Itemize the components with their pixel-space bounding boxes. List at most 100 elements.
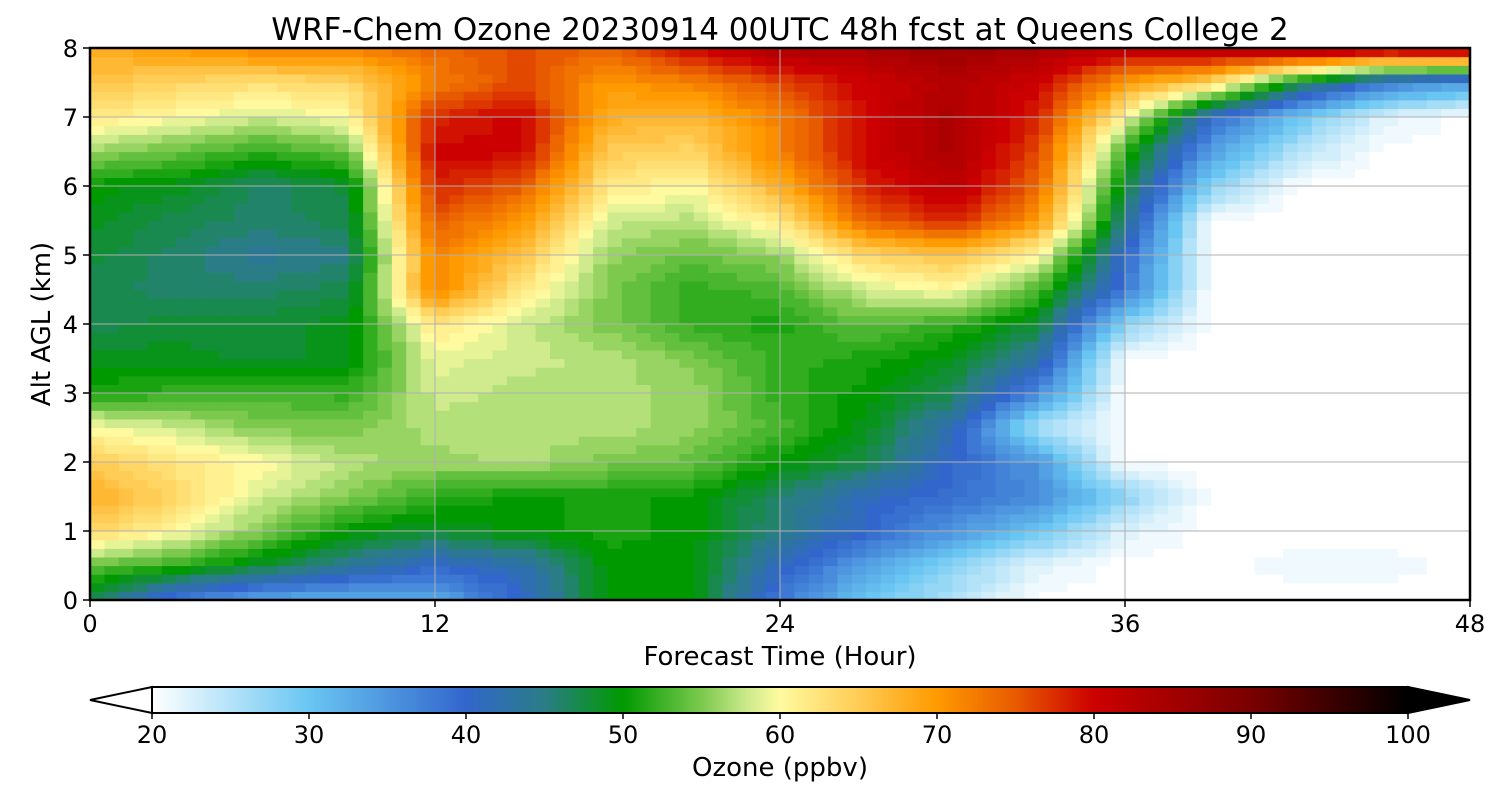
contour-cell: [1383, 186, 1399, 196]
contour-cell: [1283, 470, 1299, 480]
contour-cell: [823, 556, 839, 567]
contour-cell: [1297, 272, 1313, 282]
contour-cell: [550, 289, 565, 299]
contour-cell: [176, 211, 192, 222]
contour-cell: [751, 479, 767, 489]
contour-cell: [435, 496, 450, 506]
contour-cell: [449, 151, 465, 161]
contour-cell: [521, 479, 537, 489]
contour-cell: [1196, 531, 1212, 541]
contour-cell: [1369, 453, 1385, 463]
contour-cell: [190, 444, 206, 454]
contour-cell: [923, 177, 939, 187]
contour-cell: [578, 160, 594, 170]
contour-cell: [219, 505, 235, 515]
contour-cell: [535, 263, 551, 273]
contour-cell: [176, 349, 192, 360]
contour-cell: [1426, 513, 1442, 523]
contour-cell: [492, 539, 508, 549]
contour-cell: [923, 565, 939, 575]
contour-cell: [133, 574, 149, 584]
contour-cell: [305, 306, 321, 316]
contour-cell: [377, 220, 393, 230]
contour-cell: [564, 315, 580, 325]
contour-cell: [1455, 582, 1471, 592]
contour-cell: [1125, 177, 1140, 187]
contour-cell: [291, 289, 307, 299]
contour-cell: [377, 565, 393, 575]
contour-cell: [1153, 582, 1169, 592]
contour-cell: [550, 203, 565, 213]
contour-cell: [1355, 522, 1370, 532]
contour-cell: [607, 427, 623, 437]
contour-cell: [233, 479, 249, 489]
contour-cell: [506, 401, 522, 411]
contour-cell: [1297, 565, 1313, 575]
contour-cell: [391, 194, 407, 204]
contour-cell: [205, 453, 220, 463]
contour-cell: [780, 151, 795, 161]
contour-cell: [1441, 332, 1457, 342]
contour-cell: [1254, 246, 1270, 256]
contour-cell: [463, 306, 479, 316]
contour-cell: [406, 349, 422, 360]
contour-cell: [794, 229, 810, 239]
contour-cell: [276, 306, 292, 316]
contour-cell: [981, 272, 997, 282]
contour-cell: [190, 349, 206, 360]
contour-cell: [176, 246, 192, 256]
contour-cell: [1168, 582, 1184, 592]
contour-cell: [823, 393, 839, 403]
contour-cell: [1081, 220, 1097, 230]
contour-cell: [449, 358, 465, 368]
contour-cell: [923, 341, 939, 351]
contour-cell: [463, 539, 479, 549]
contour-cell: [248, 203, 264, 213]
contour-cell: [550, 298, 565, 308]
contour-cell: [794, 151, 810, 161]
contour-cell: [1096, 565, 1112, 575]
contour-cell: [1182, 280, 1198, 291]
contour-cell: [90, 453, 105, 463]
contour-cell: [1355, 341, 1370, 351]
contour-cell: [564, 513, 580, 523]
contour-cell: [262, 479, 278, 489]
contour-cell: [248, 565, 264, 575]
contour-cell: [478, 229, 494, 239]
contour-cell: [880, 444, 896, 454]
contour-cell: [176, 237, 192, 247]
contour-cell: [377, 211, 393, 222]
contour-cell: [923, 453, 939, 463]
contour-cell: [1369, 470, 1385, 480]
contour-cell: [1125, 160, 1140, 170]
contour-cell: [219, 591, 235, 601]
contour-cell: [449, 375, 465, 385]
contour-cell: [679, 220, 695, 230]
contour-cell: [1326, 453, 1342, 463]
contour-cell: [1125, 211, 1140, 222]
contour-cell: [550, 168, 565, 178]
contour-cell: [1268, 565, 1284, 575]
contour-cell: [420, 574, 436, 584]
contour-cell: [665, 401, 680, 411]
contour-cell: [736, 324, 752, 334]
contour-cell: [564, 487, 580, 498]
contour-cell: [1455, 186, 1471, 196]
contour-cell: [823, 410, 839, 420]
contour-cell: [1211, 453, 1227, 463]
contour-cell: [161, 591, 177, 601]
contour-cell: [1053, 280, 1069, 291]
contour-cell: [1369, 306, 1385, 316]
contour-cell: [1383, 263, 1399, 273]
contour-cell: [1125, 470, 1140, 480]
contour-cell: [334, 453, 350, 463]
contour-cell: [176, 151, 192, 161]
contour-cell: [1081, 496, 1097, 506]
contour-cell: [1053, 522, 1069, 532]
contour-cell: [607, 531, 623, 541]
contour-cell: [981, 203, 997, 213]
contour-cell: [693, 427, 709, 437]
contour-cell: [420, 255, 436, 265]
contour-cell: [133, 237, 149, 247]
contour-cell: [550, 522, 565, 532]
